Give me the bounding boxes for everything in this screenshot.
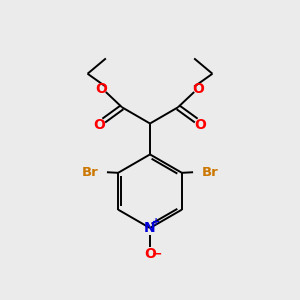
Text: O: O — [93, 118, 105, 132]
Text: O: O — [193, 82, 205, 96]
Text: N: N — [144, 221, 156, 235]
Text: −: − — [152, 247, 163, 260]
Text: O: O — [95, 82, 107, 96]
Text: Br: Br — [82, 166, 98, 179]
Text: Br: Br — [202, 166, 218, 179]
Text: O: O — [144, 247, 156, 261]
Text: +: + — [152, 217, 160, 226]
Text: O: O — [195, 118, 207, 132]
